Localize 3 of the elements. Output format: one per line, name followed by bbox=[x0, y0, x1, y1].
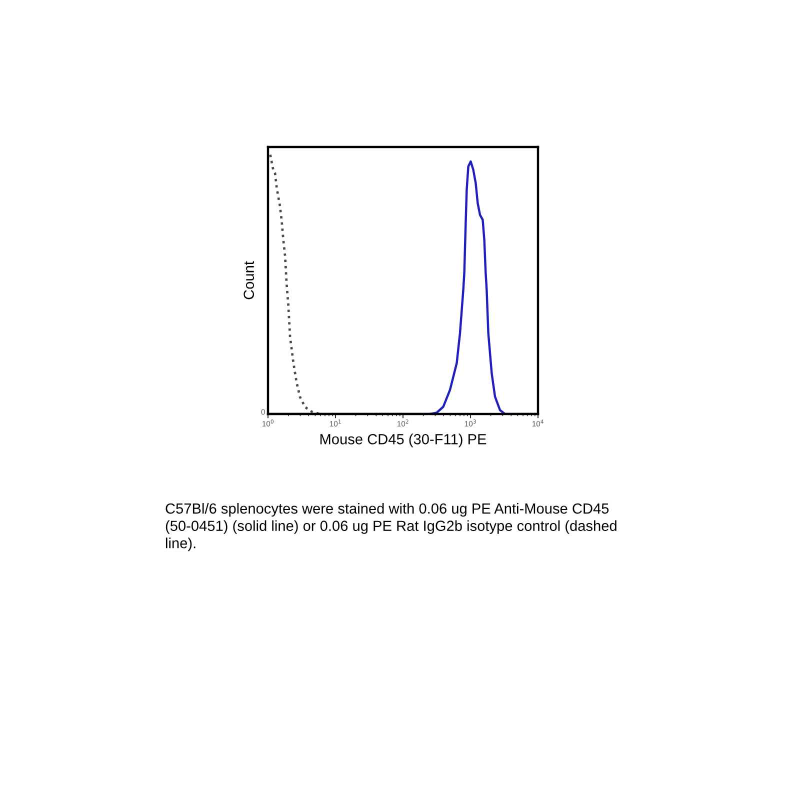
text: C57Bl/6 splenocytes were stained with 0.06 ug PE Anti-Mouse CD45 (50-0451) (solid line) or 0.06 ug PE Rat IgG2b isotype control (dashed line). bbox=[166, 503, 616, 552]
x-axis-title: Mouse CD45 (30-F11) PE bbox=[320, 434, 486, 448]
y-axis-title: Count bbox=[244, 261, 254, 300]
